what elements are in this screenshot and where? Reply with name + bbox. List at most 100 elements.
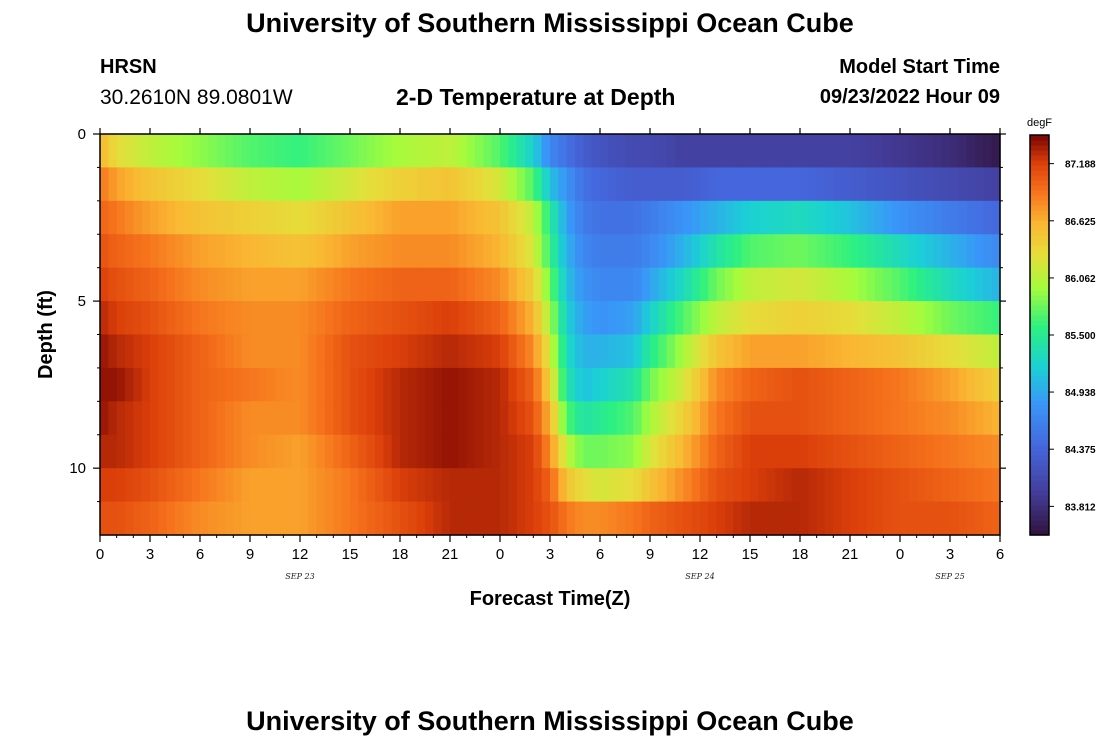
heatmap-cell bbox=[650, 234, 659, 269]
heatmap-cell bbox=[425, 267, 434, 302]
heatmap-cell bbox=[200, 267, 209, 302]
heatmap-cell bbox=[616, 434, 626, 469]
heatmap-cell bbox=[675, 334, 684, 369]
heatmap-cell bbox=[291, 134, 301, 169]
heatmap-cell bbox=[825, 401, 834, 436]
heatmap-cell bbox=[475, 234, 484, 269]
heatmap-cell bbox=[416, 434, 426, 469]
heatmap-cell bbox=[841, 501, 851, 536]
heatmap-cell bbox=[650, 334, 659, 369]
heatmap-cell bbox=[900, 334, 909, 369]
heatmap-cell bbox=[608, 200, 618, 235]
heatmap-cell bbox=[558, 468, 568, 503]
heatmap-cell bbox=[150, 200, 159, 235]
heatmap-cell bbox=[991, 167, 1001, 202]
heatmap-cell bbox=[633, 267, 643, 302]
heatmap-cell bbox=[550, 367, 559, 402]
heatmap-cell bbox=[283, 267, 293, 302]
heatmap-cell bbox=[833, 267, 843, 302]
heatmap-cell bbox=[591, 134, 601, 169]
heatmap-cell bbox=[691, 367, 701, 402]
heatmap-cell bbox=[566, 267, 576, 302]
heatmap-cell bbox=[766, 167, 776, 202]
heatmap-cell bbox=[908, 434, 918, 469]
heatmap-cell bbox=[250, 401, 259, 436]
x-axis-title: Forecast Time(Z) bbox=[470, 588, 631, 610]
heatmap-cell bbox=[650, 134, 659, 169]
heatmap-cell bbox=[483, 434, 493, 469]
heatmap-cell bbox=[425, 200, 434, 235]
colorbar-segment bbox=[1030, 495, 1049, 501]
heatmap-cell bbox=[166, 401, 176, 436]
heatmap-cell bbox=[975, 501, 984, 536]
heatmap-cell bbox=[541, 301, 551, 336]
heatmap-cell bbox=[725, 334, 734, 369]
heatmap-cell bbox=[508, 200, 518, 235]
heatmap-cell bbox=[316, 434, 326, 469]
heatmap-cell bbox=[908, 234, 918, 269]
heatmap-cell bbox=[783, 334, 793, 369]
heatmap-cell bbox=[208, 501, 218, 536]
heatmap-cell bbox=[691, 301, 701, 336]
heatmap-cell bbox=[458, 334, 468, 369]
heatmap-cell bbox=[950, 167, 959, 202]
colorbar-labels: 87.188 86.625 86.062 85.500 84.938 84.375 83.8… bbox=[1049, 160, 1096, 513]
heatmap-cell bbox=[975, 200, 984, 235]
heatmap-cell bbox=[975, 267, 984, 302]
heatmap-cell bbox=[966, 134, 976, 169]
heatmap-cell bbox=[391, 301, 401, 336]
heatmap-cell bbox=[808, 267, 818, 302]
heatmap-cell bbox=[716, 267, 726, 302]
heatmap-cell bbox=[708, 234, 718, 269]
x-tick-label: 15 bbox=[342, 546, 359, 563]
y-tick-label: 10 bbox=[69, 460, 86, 477]
heatmap-cell bbox=[258, 367, 268, 402]
heatmap-cell bbox=[425, 301, 434, 336]
heatmap-cell bbox=[458, 434, 468, 469]
heatmap-cell bbox=[841, 434, 851, 469]
colorbar-segment bbox=[1030, 200, 1049, 206]
heatmap-cell bbox=[225, 501, 234, 536]
heatmap-cell bbox=[408, 401, 418, 436]
heatmap-cell bbox=[558, 167, 568, 202]
heatmap-cell bbox=[283, 434, 293, 469]
heatmap-cell bbox=[616, 234, 626, 269]
colorbar-segment bbox=[1030, 240, 1049, 246]
heatmap-cell bbox=[666, 501, 676, 536]
heatmap-cell bbox=[200, 200, 209, 235]
heatmap-cell bbox=[775, 234, 784, 269]
heatmap-cell bbox=[266, 501, 276, 536]
heatmap-cell bbox=[841, 334, 851, 369]
heatmap-cell bbox=[741, 234, 751, 269]
heatmap-cell bbox=[450, 434, 459, 469]
heatmap-cell bbox=[450, 501, 459, 536]
heatmap-cell bbox=[658, 367, 668, 402]
heatmap-cell bbox=[433, 334, 443, 369]
heatmap-cell bbox=[966, 401, 976, 436]
heatmap-cell bbox=[483, 234, 493, 269]
colorbar-segment bbox=[1030, 145, 1049, 151]
heatmap-cell bbox=[666, 334, 676, 369]
heatmap-cell bbox=[633, 334, 643, 369]
heatmap-cell bbox=[158, 200, 168, 235]
heatmap-cell bbox=[575, 134, 584, 169]
heatmap-cell bbox=[258, 468, 268, 503]
heatmap-cell bbox=[916, 134, 926, 169]
heatmap-cell bbox=[875, 200, 884, 235]
heatmap-cell bbox=[341, 167, 351, 202]
heatmap-cell bbox=[583, 234, 593, 269]
heatmap-cell bbox=[425, 501, 434, 536]
heatmap-cell bbox=[875, 367, 884, 402]
heatmap-cell bbox=[966, 434, 976, 469]
heatmap-cell bbox=[591, 468, 601, 503]
heatmap-cell bbox=[733, 434, 743, 469]
heatmap-cell bbox=[716, 134, 726, 169]
heatmap-cell bbox=[950, 468, 959, 503]
heatmap-cell bbox=[600, 267, 609, 302]
heatmap-cell bbox=[375, 501, 384, 536]
colorbar-segment bbox=[1030, 260, 1049, 266]
heatmap-cell bbox=[716, 234, 726, 269]
heatmap-cell bbox=[666, 134, 676, 169]
heatmap-cell bbox=[450, 367, 459, 402]
heatmap-cell bbox=[658, 267, 668, 302]
